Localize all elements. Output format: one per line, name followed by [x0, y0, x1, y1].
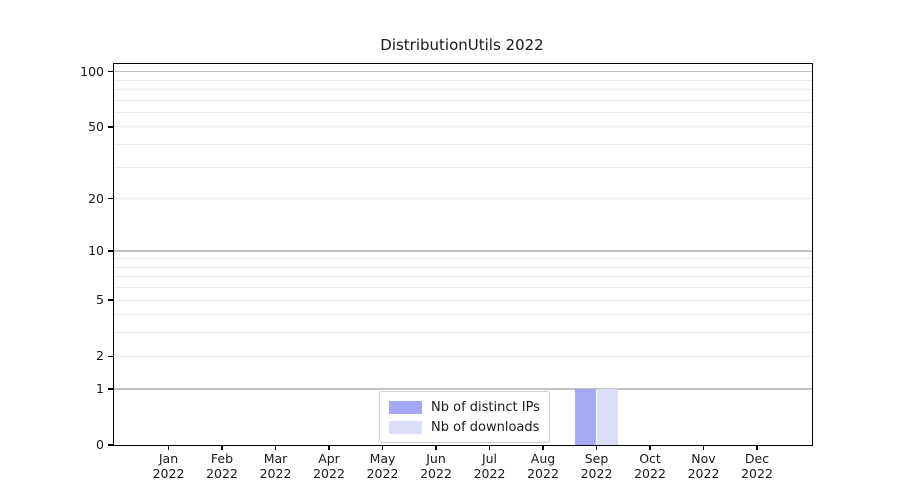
x-tick-label-month: Aug [530, 451, 556, 466]
x-tick-label-year: 2022 [687, 466, 720, 481]
legend: Nb of distinct IPs Nb of downloads [379, 391, 550, 443]
x-tick-mark [756, 445, 758, 450]
x-tick-label-month: Feb [210, 451, 234, 466]
x-tick-mark [435, 445, 437, 450]
y-gridline-minor [114, 314, 812, 316]
x-tick-label-month: Oct [639, 451, 661, 466]
y-gridline-minor [114, 258, 812, 260]
y-gridline-minor [114, 299, 812, 301]
y-gridline-minor [114, 276, 812, 278]
x-tick-mark [221, 445, 223, 450]
y-gridline-minor [114, 79, 812, 81]
y-tick-label: 2 [96, 348, 104, 364]
y-tick-mark [108, 355, 114, 357]
y-gridline-major [114, 250, 812, 252]
x-tick-label-month: Dec [744, 451, 770, 466]
y-gridline-minor [114, 166, 812, 168]
y-tick-mark [108, 71, 114, 73]
x-tick-label-year: 2022 [634, 466, 666, 481]
x-tick-mark [167, 445, 170, 450]
y-gridline-minor [114, 99, 812, 101]
x-tick-label-month: Nov [691, 451, 716, 466]
y-tick-mark [108, 250, 114, 252]
x-tick-mark [488, 445, 491, 450]
x-tick-mark [328, 445, 330, 450]
x-tick-label-year: 2022 [580, 466, 613, 481]
x-tick-label-year: 2022 [313, 466, 345, 481]
y-tick-mark [108, 299, 114, 301]
y-gridline-minor [114, 287, 812, 289]
y-tick-label: 50 [88, 118, 104, 134]
x-tick-mark [381, 445, 384, 450]
legend-swatch [389, 420, 422, 434]
y-gridline-minor [114, 89, 812, 91]
y-tick-label: 0 [96, 437, 104, 452]
legend-label: Nb of downloads [431, 419, 540, 435]
y-tick-mark [108, 444, 114, 446]
bar-downloads [596, 388, 618, 445]
x-tick-label-month: Jan [158, 451, 179, 466]
legend-label: Nb of distinct IPs [431, 399, 540, 415]
x-tick-label-year: 2022 [152, 466, 185, 481]
bar-distinct-ips [575, 388, 597, 445]
x-tick-label-month: Jun [426, 451, 446, 466]
x-tick-label-month: Apr [318, 451, 340, 466]
y-gridline-minor [114, 198, 812, 200]
legend-swatch [389, 400, 422, 414]
y-gridline-minor [114, 111, 812, 113]
y-gridline-minor [114, 332, 812, 334]
x-tick-mark [274, 445, 277, 450]
y-tick-mark [108, 388, 114, 390]
y-gridline-minor [114, 266, 812, 268]
y-gridline-minor [114, 355, 812, 357]
x-tick-label-month: Sep [584, 451, 609, 466]
y-gridline-minor [114, 144, 812, 146]
x-tick-label-year: 2022 [741, 466, 773, 481]
x-tick-label-year: 2022 [259, 466, 292, 481]
plot-area: Nb of distinct IPs Nb of downloads 0 1 2 5 10… [80, 63, 813, 481]
y-gridline-major [114, 71, 812, 73]
x-tick-label-month: May [369, 451, 396, 466]
x-tick-label-year: 2022 [366, 466, 399, 481]
x-tick-mark [649, 445, 651, 450]
y-tick-label: 5 [96, 292, 104, 308]
y-tick-label: 20 [88, 190, 104, 206]
chart-title: DistributionUtils 2022 [380, 36, 544, 54]
x-tick-label-year: 2022 [206, 466, 238, 481]
y-gridline-major [114, 388, 812, 390]
y-tick-label: 1 [96, 380, 104, 396]
x-tick-mark [702, 445, 705, 450]
y-tick-mark [108, 126, 114, 128]
y-tick-mark [108, 198, 114, 200]
x-tick-mark [542, 445, 544, 450]
x-tick-label-year: 2022 [527, 466, 559, 481]
legend-row: Nb of downloads [389, 417, 540, 437]
x-tick-label-year: 2022 [420, 466, 452, 481]
y-tick-label: 10 [88, 243, 104, 259]
x-tick-label-month: Jul [481, 451, 498, 466]
x-tick-mark [595, 445, 598, 450]
y-gridline-minor [114, 126, 812, 128]
legend-row: Nb of distinct IPs [389, 397, 540, 417]
x-tick-label-year: 2022 [473, 466, 506, 481]
y-tick-label: 100 [80, 63, 104, 79]
x-tick-label-month: Mar [263, 451, 288, 466]
